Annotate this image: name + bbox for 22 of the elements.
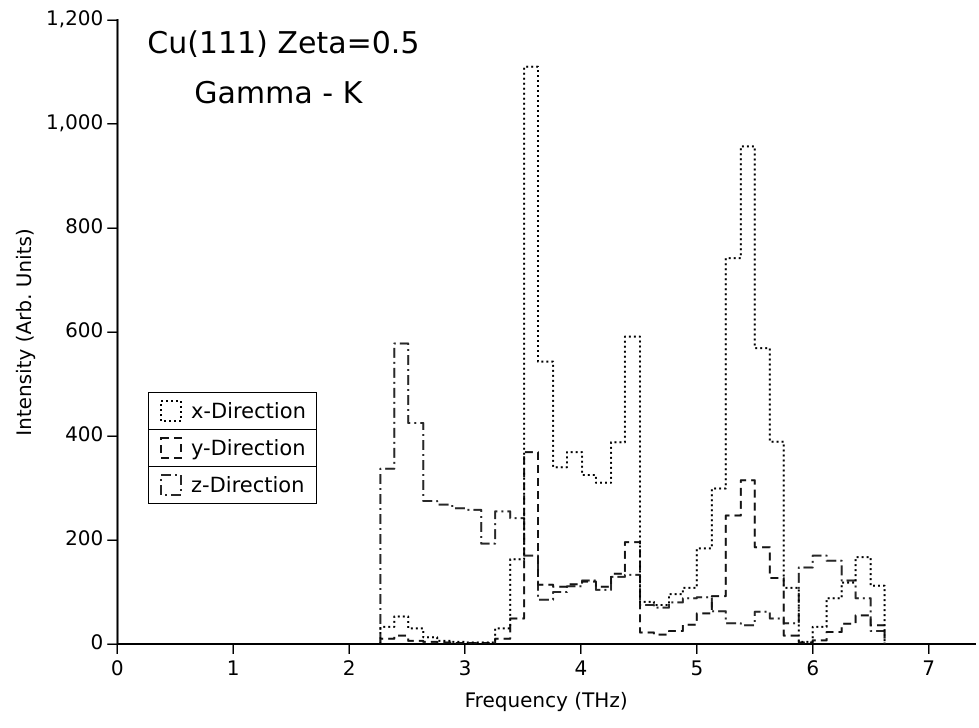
y-tick-label: 1,000 bbox=[46, 110, 104, 134]
y-tick-label: 400 bbox=[65, 422, 104, 446]
x-tick-label: 0 bbox=[110, 656, 124, 680]
y-tick-label: 1,200 bbox=[46, 6, 104, 30]
x-axis-title: Frequency (THz) bbox=[464, 688, 628, 712]
x-tick-label: 4 bbox=[574, 656, 588, 680]
annotation: Gamma - K bbox=[194, 76, 364, 111]
x-tick-label: 3 bbox=[458, 656, 472, 680]
annotation: Cu(111) Zeta=0.5 bbox=[147, 26, 420, 61]
x-tick-label: 5 bbox=[690, 656, 704, 680]
x-tick-label: 2 bbox=[342, 656, 356, 680]
legend-label: x-Direction bbox=[191, 399, 306, 423]
x-tick-label: 1 bbox=[226, 656, 240, 680]
x-tick-label: 6 bbox=[806, 656, 820, 680]
y-tick-label: 0 bbox=[90, 630, 104, 654]
legend-label: z-Direction bbox=[191, 473, 304, 497]
x-tick-label: 7 bbox=[922, 656, 936, 680]
y-tick-label: 800 bbox=[65, 214, 104, 238]
y-axis-title: Intensity (Arb. Units) bbox=[12, 228, 36, 436]
y-tick-label: 200 bbox=[65, 526, 104, 550]
y-tick-label: 600 bbox=[65, 318, 104, 342]
legend-label: y-Direction bbox=[191, 436, 306, 460]
